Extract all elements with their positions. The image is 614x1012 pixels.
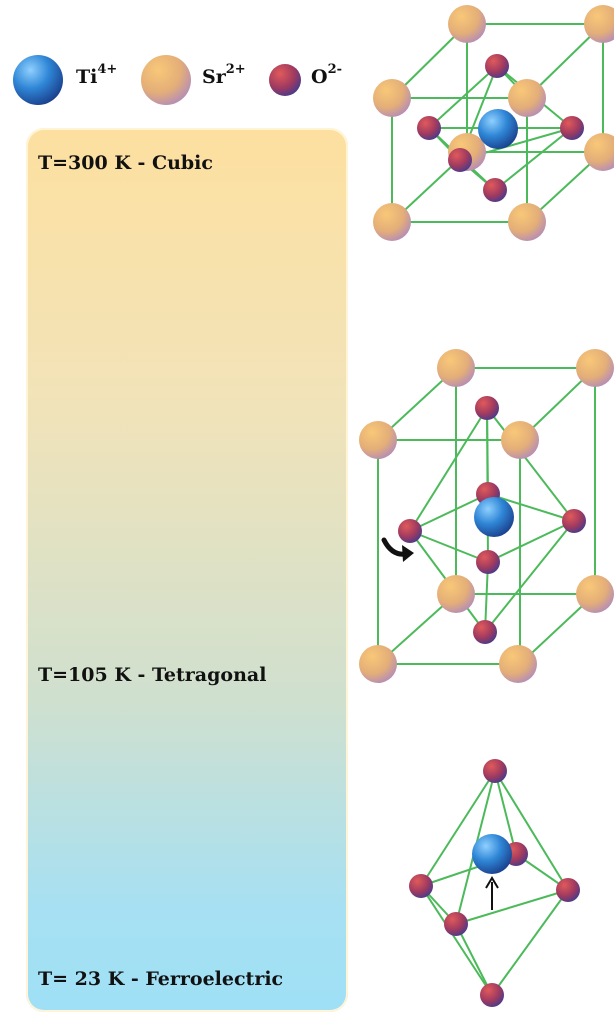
- sr-atom: [576, 575, 614, 613]
- ti-atom: [478, 109, 518, 149]
- sr-atom: [373, 203, 411, 241]
- tetragonal-atoms: [359, 349, 614, 683]
- ti-atom: [472, 834, 512, 874]
- o-atom: [444, 912, 468, 936]
- o-atom: [556, 878, 580, 902]
- o-atom: [475, 396, 499, 420]
- o-atom: [562, 509, 586, 533]
- sr-atom: [448, 5, 486, 43]
- sr-atom: [437, 575, 475, 613]
- phase-label-cubic: T=300 K - Cubic: [38, 152, 213, 174]
- o-atom: [483, 178, 507, 202]
- sr-atom: [501, 421, 539, 459]
- phase-label-ferroelectric: T= 23 K - Ferroelectric: [38, 968, 284, 990]
- displacement-arrow-icon: [485, 876, 499, 910]
- o-atom: [473, 620, 497, 644]
- sr-atom: [437, 349, 475, 387]
- o-atom: [409, 874, 433, 898]
- rotation-arrow-icon: [381, 537, 414, 562]
- o-atom: [417, 116, 441, 140]
- legend-sr-label: Sr2+: [202, 62, 246, 88]
- legend-ti-label: Ti4+: [76, 62, 118, 88]
- o-atom: [448, 148, 472, 172]
- sr-atom: [499, 645, 537, 683]
- temperature-bar: [26, 128, 348, 1012]
- sr-atom: [584, 5, 614, 43]
- o-atom: [480, 983, 504, 1007]
- o-atom: [398, 519, 422, 543]
- o-atom: [483, 759, 507, 783]
- sr-atom: [576, 349, 614, 387]
- legend: Ti4+ Sr2+ O2-: [0, 0, 370, 110]
- sr-legend-icon: [141, 55, 191, 105]
- o-legend-icon: [269, 64, 301, 96]
- ti-atom: [474, 497, 514, 537]
- sr-atom: [508, 79, 546, 117]
- legend-icons: [13, 55, 301, 105]
- sr-atom: [359, 645, 397, 683]
- sr-atom: [508, 203, 546, 241]
- phase-label-tetragonal: T=105 K - Tetragonal: [38, 664, 267, 686]
- ti-legend-icon: [13, 55, 63, 105]
- o-atom: [560, 116, 584, 140]
- o-atom: [476, 550, 500, 574]
- o-atom: [485, 54, 509, 78]
- cubic-atoms: [373, 5, 614, 241]
- legend-o-label: O2-: [311, 62, 343, 88]
- sr-atom: [359, 421, 397, 459]
- sr-atom: [373, 79, 411, 117]
- ferroelectric-atoms: [409, 759, 580, 1007]
- sr-atom: [584, 133, 614, 171]
